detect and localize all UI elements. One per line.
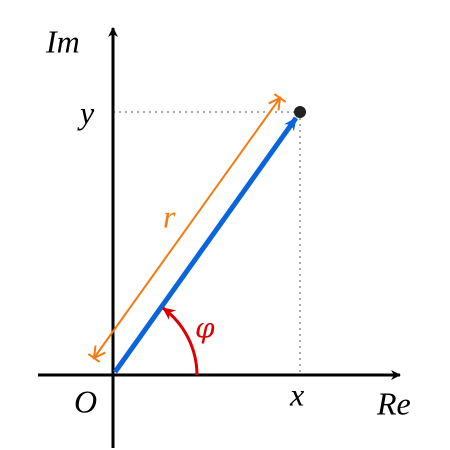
modulus-arrow (94, 98, 280, 358)
y-label: y (77, 94, 95, 130)
imaginary-label: Im (45, 23, 80, 59)
origin-label: O (74, 383, 97, 419)
point (294, 106, 306, 118)
modulus-label: r (163, 198, 176, 234)
x-label: x (289, 376, 304, 412)
argument-label: φ (195, 312, 215, 345)
angle-arc (162, 306, 199, 376)
real-label: Re (376, 385, 411, 421)
